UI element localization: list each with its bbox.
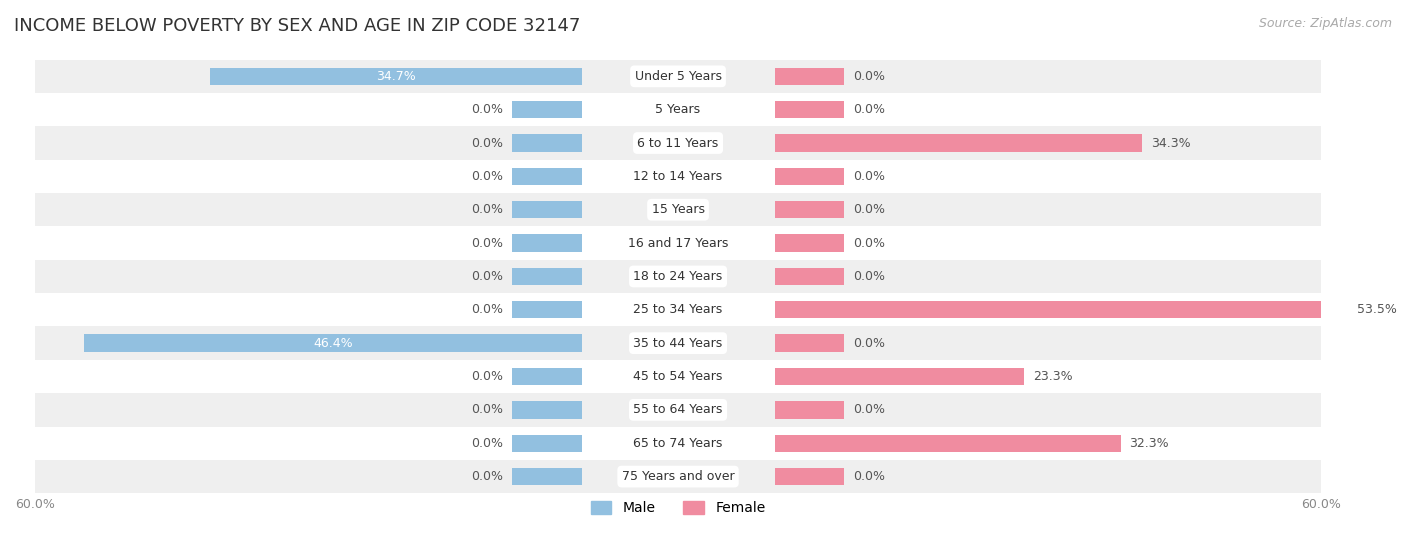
- Bar: [35, 460, 1322, 493]
- Text: 65 to 74 Years: 65 to 74 Years: [633, 437, 723, 450]
- Text: 0.0%: 0.0%: [471, 470, 503, 483]
- Bar: [512, 134, 582, 152]
- Text: 0.0%: 0.0%: [471, 103, 503, 116]
- Bar: [775, 334, 844, 352]
- Bar: [775, 435, 1121, 452]
- Bar: [35, 293, 1322, 326]
- Bar: [35, 160, 1322, 193]
- Bar: [512, 234, 582, 252]
- Text: 32.3%: 32.3%: [1129, 437, 1168, 450]
- Bar: [35, 360, 1322, 393]
- Text: 0.0%: 0.0%: [853, 170, 884, 183]
- Bar: [775, 301, 1348, 319]
- Bar: [775, 468, 844, 485]
- Text: 55 to 64 Years: 55 to 64 Years: [633, 403, 723, 416]
- Bar: [84, 334, 582, 352]
- Bar: [512, 401, 582, 418]
- Text: 12 to 14 Years: 12 to 14 Years: [634, 170, 723, 183]
- Text: 23.3%: 23.3%: [1033, 370, 1073, 383]
- Text: 34.7%: 34.7%: [375, 70, 416, 83]
- Text: 0.0%: 0.0%: [471, 370, 503, 383]
- Bar: [35, 93, 1322, 126]
- Bar: [35, 260, 1322, 293]
- Text: 0.0%: 0.0%: [853, 237, 884, 249]
- Bar: [775, 101, 844, 118]
- Text: 45 to 54 Years: 45 to 54 Years: [633, 370, 723, 383]
- Bar: [775, 234, 844, 252]
- Text: 0.0%: 0.0%: [471, 403, 503, 416]
- Bar: [35, 193, 1322, 227]
- Text: 53.5%: 53.5%: [1357, 304, 1396, 316]
- Bar: [512, 301, 582, 319]
- Text: 0.0%: 0.0%: [471, 203, 503, 217]
- Bar: [35, 393, 1322, 426]
- Text: 0.0%: 0.0%: [853, 103, 884, 116]
- Bar: [512, 435, 582, 452]
- Bar: [35, 60, 1322, 93]
- Bar: [35, 326, 1322, 360]
- Text: 0.0%: 0.0%: [853, 270, 884, 283]
- Bar: [35, 227, 1322, 260]
- Text: 34.3%: 34.3%: [1150, 137, 1191, 150]
- Text: 0.0%: 0.0%: [853, 203, 884, 217]
- Bar: [512, 101, 582, 118]
- Text: Source: ZipAtlas.com: Source: ZipAtlas.com: [1258, 17, 1392, 30]
- Text: 0.0%: 0.0%: [471, 270, 503, 283]
- Text: 5 Years: 5 Years: [655, 103, 700, 116]
- Text: 0.0%: 0.0%: [471, 304, 503, 316]
- Text: INCOME BELOW POVERTY BY SEX AND AGE IN ZIP CODE 32147: INCOME BELOW POVERTY BY SEX AND AGE IN Z…: [14, 17, 581, 35]
- Text: 25 to 34 Years: 25 to 34 Years: [634, 304, 723, 316]
- Bar: [775, 368, 1024, 385]
- Text: 0.0%: 0.0%: [853, 70, 884, 83]
- Bar: [775, 268, 844, 285]
- Text: 0.0%: 0.0%: [853, 336, 884, 350]
- Text: 0.0%: 0.0%: [471, 237, 503, 249]
- Text: 75 Years and over: 75 Years and over: [621, 470, 734, 483]
- Text: 16 and 17 Years: 16 and 17 Years: [628, 237, 728, 249]
- Bar: [35, 126, 1322, 160]
- Bar: [512, 201, 582, 218]
- Text: 0.0%: 0.0%: [471, 437, 503, 450]
- Text: 0.0%: 0.0%: [471, 137, 503, 150]
- Text: 18 to 24 Years: 18 to 24 Years: [634, 270, 723, 283]
- Bar: [512, 168, 582, 185]
- Bar: [512, 468, 582, 485]
- Bar: [775, 168, 844, 185]
- Bar: [775, 68, 844, 85]
- Text: 15 Years: 15 Years: [651, 203, 704, 217]
- Text: 0.0%: 0.0%: [853, 403, 884, 416]
- Text: 35 to 44 Years: 35 to 44 Years: [634, 336, 723, 350]
- Text: 6 to 11 Years: 6 to 11 Years: [637, 137, 718, 150]
- Bar: [209, 68, 582, 85]
- Text: Under 5 Years: Under 5 Years: [634, 70, 721, 83]
- Text: 0.0%: 0.0%: [853, 470, 884, 483]
- Bar: [35, 426, 1322, 460]
- Bar: [775, 134, 1142, 152]
- Text: 0.0%: 0.0%: [471, 170, 503, 183]
- Text: 46.4%: 46.4%: [314, 336, 353, 350]
- Bar: [512, 368, 582, 385]
- Legend: Male, Female: Male, Female: [585, 496, 770, 521]
- Bar: [775, 401, 844, 418]
- Bar: [512, 268, 582, 285]
- Bar: [775, 201, 844, 218]
